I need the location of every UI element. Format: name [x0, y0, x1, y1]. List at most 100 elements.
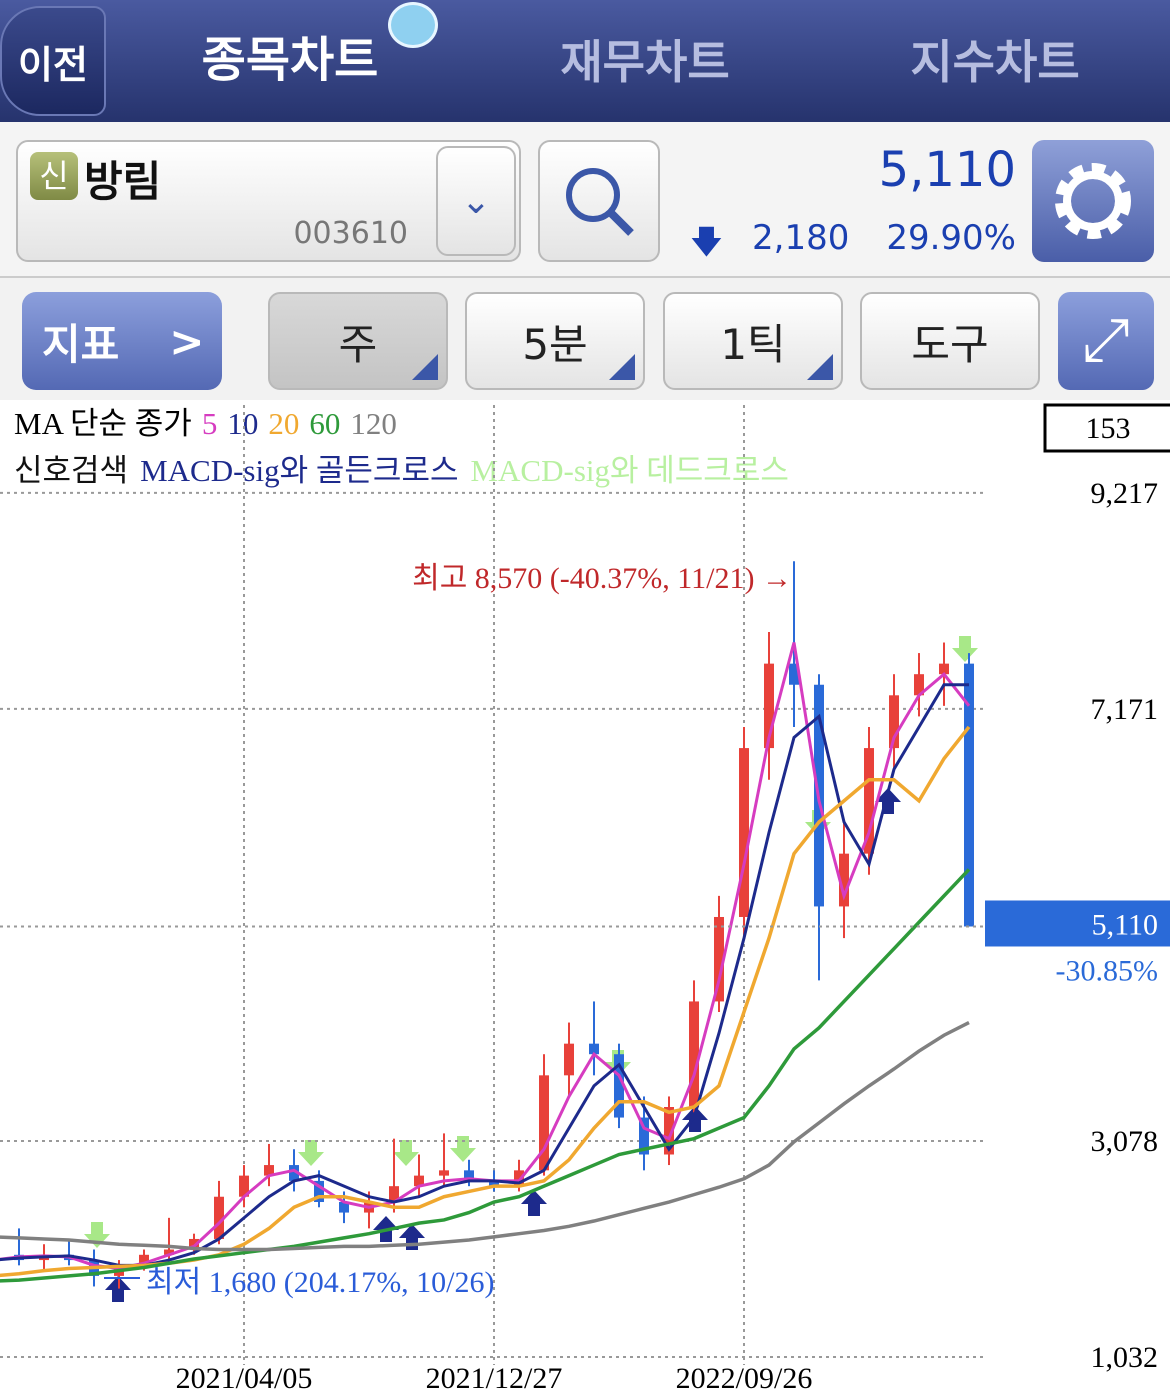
- candle-body: [414, 1175, 424, 1187]
- chevron: >: [169, 316, 205, 366]
- triangle: [412, 354, 438, 380]
- high-annotation: 최고 8,570 (-40.37%, 11/21) →: [412, 562, 792, 595]
- y-tick-label: 3,078: [1091, 1125, 1159, 1158]
- stock-name: 방림: [84, 157, 162, 206]
- candle-body: [164, 1249, 174, 1255]
- header: 이전 종목차트 재무차트 지수차트: [0, 0, 1170, 122]
- x-tick-label: 2021/12/27: [426, 1362, 563, 1395]
- ma-line: [0, 868, 971, 1283]
- legend-entry: 60: [309, 406, 340, 441]
- candle-body: [739, 748, 749, 917]
- toolbar: 지표 > 주 5분 1틱 도구 ⤢: [0, 278, 1170, 400]
- tab[interactable]: 지수차트: [910, 35, 1080, 89]
- tick-label: 1틱: [720, 319, 786, 369]
- settings-button[interactable]: [1032, 140, 1154, 262]
- triangle: [807, 354, 833, 380]
- ma-periods: 5 10 20 60 120: [202, 406, 397, 441]
- candle-body: [139, 1254, 149, 1266]
- candle-body: [514, 1170, 524, 1187]
- candle-body: [714, 916, 724, 1002]
- candle-body: [539, 1075, 549, 1171]
- stock-box[interactable]: 신 방림 003610 ⌄: [16, 140, 521, 262]
- stock-bar: 신 방림 003610 ⌄ 5,110 🡇 2,180 29.90%: [0, 122, 1170, 278]
- change: 2,180: [752, 218, 850, 258]
- last-change: -30.85%: [1056, 954, 1158, 987]
- expand-button[interactable]: ⤢: [1058, 292, 1154, 390]
- search-button[interactable]: [538, 140, 660, 262]
- candle-body: [939, 663, 949, 675]
- indicator-label: 지표: [42, 319, 120, 369]
- count-text: 153: [1086, 412, 1131, 445]
- candle-body: [439, 1170, 449, 1176]
- signal-label: 신호검색: [14, 453, 128, 488]
- ma-legend: MA 단순 종가 5 10 20 60 120: [14, 406, 397, 441]
- count-box: [1043, 403, 1170, 453]
- candle-body: [839, 853, 849, 907]
- candle-body: [264, 1165, 274, 1176]
- last-price-label: 5,110: [1092, 908, 1158, 941]
- golden-label: MACD-sig와 골든크로스: [140, 453, 458, 488]
- tools-button[interactable]: 도구: [860, 292, 1040, 390]
- back-button[interactable]: 이전: [0, 6, 106, 116]
- legend-entry: 120: [350, 406, 397, 441]
- candle-body: [239, 1175, 249, 1197]
- period-button[interactable]: 주: [268, 292, 448, 390]
- candle-body: [214, 1196, 224, 1239]
- candle-body: [464, 1170, 474, 1181]
- legend-entry: 5: [202, 406, 218, 441]
- stock-code: 003610: [293, 216, 408, 251]
- golden-cross-markers: [105, 788, 901, 1302]
- y-tick-label: 7,171: [1091, 693, 1159, 726]
- candle-body: [339, 1202, 349, 1213]
- candle-body: [589, 1043, 599, 1055]
- minute-button[interactable]: 5분: [465, 292, 645, 390]
- y-tick-label: 1,032: [1091, 1341, 1159, 1374]
- candle-body: [789, 663, 799, 685]
- candle-body: [489, 1180, 499, 1187]
- ma-line: [0, 1020, 970, 1252]
- triangle: [609, 354, 635, 380]
- ma-label: MA 단순 종가: [14, 406, 192, 441]
- candle-body: [614, 1054, 624, 1118]
- price: 5,110: [878, 142, 1016, 198]
- y-tick-label: 9,217: [1091, 477, 1159, 510]
- candle-body: [664, 1107, 674, 1155]
- candle-body: [314, 1180, 324, 1203]
- candle-body: [914, 674, 924, 696]
- tab[interactable]: 재무차트: [560, 35, 730, 89]
- low-annotation: 최저 1,680 (204.17%, 10/26): [146, 1266, 495, 1299]
- x-tick-label: 2022/09/26: [676, 1362, 813, 1395]
- tab[interactable]: 종목차트: [201, 32, 379, 88]
- change-pct: 29.90%: [886, 218, 1016, 258]
- signal-legend: 신호검색 MACD-sig와 골든크로스 MACD-sig와 데드크로스: [14, 453, 789, 488]
- candle-body: [389, 1186, 399, 1203]
- candle-body: [289, 1165, 299, 1181]
- last-price-box: [985, 900, 1170, 947]
- dropdown[interactable]: ⌄: [436, 146, 516, 256]
- tab-icon: [388, 2, 438, 48]
- candle-body: [564, 1043, 574, 1076]
- legend-entry: 10: [227, 406, 258, 441]
- indicator-button[interactable]: 지표 >: [22, 292, 222, 390]
- tools-label: 도구: [911, 319, 989, 369]
- gear-icon: [1055, 163, 1131, 239]
- dead-label: MACD-sig와 데드크로스: [470, 453, 788, 488]
- x-tick-label: 2021/04/05: [176, 1362, 313, 1395]
- candle-body: [189, 1238, 199, 1250]
- candle-body: [689, 1001, 699, 1108]
- chart: MA 단순 종가 5 10 20 60 120 신호검색 MACD-sig와 골든크로스 MA…: [0, 403, 1170, 1395]
- dead-cross-markers: [84, 636, 978, 1248]
- candle-body: [864, 748, 874, 854]
- search-icon: [566, 168, 634, 236]
- tick-button[interactable]: 1틱: [663, 292, 843, 390]
- plot: MA 단순 종가 5 10 20 60 120 신호검색 MACD-sig와 골든크로스 MA…: [0, 403, 1170, 1395]
- badge: 신: [30, 152, 78, 200]
- candle-body: [964, 663, 974, 927]
- minute-label: 5분: [522, 319, 588, 369]
- candle-body: [639, 1117, 649, 1155]
- candle-body: [889, 695, 899, 749]
- down-arrow: 🡇: [690, 223, 723, 261]
- period-label: 주: [338, 319, 378, 369]
- candle-body: [764, 663, 774, 749]
